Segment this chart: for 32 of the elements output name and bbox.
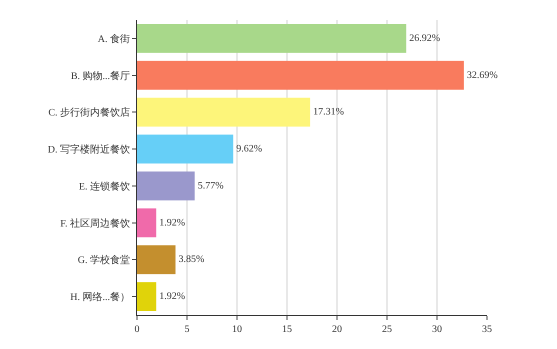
bar bbox=[137, 282, 156, 311]
y-tick-label: B. 购物...餐厅 bbox=[70, 70, 130, 82]
bar bbox=[137, 134, 234, 164]
x-tick-label: 25 bbox=[382, 324, 392, 335]
bar bbox=[137, 60, 464, 90]
bar bbox=[137, 24, 406, 53]
bar bbox=[137, 208, 156, 238]
y-tick-label: F. 社区周边餐饮 bbox=[60, 217, 130, 230]
data-label: 5.77% bbox=[198, 180, 224, 192]
data-label: 26.92% bbox=[409, 32, 440, 44]
data-label: 32.69% bbox=[466, 70, 498, 81]
x-tick-label: 30 bbox=[432, 324, 442, 335]
y-tick-label: A. 食街 bbox=[98, 32, 130, 45]
data-label: 1.92% bbox=[159, 217, 186, 228]
y-tick-label: H. 网络...餐） bbox=[70, 291, 130, 304]
data-label: 17.31% bbox=[313, 106, 344, 118]
data-label: 1.92% bbox=[159, 291, 186, 302]
bar bbox=[137, 172, 195, 200]
y-tick-label: C. 步行街内餐饮店 bbox=[48, 106, 130, 119]
x-tick-label: 35 bbox=[482, 324, 492, 335]
x-tick-label: 10 bbox=[232, 324, 242, 335]
x-tick-label: 15 bbox=[282, 324, 292, 335]
y-tick-label: D. 写字楼附近餐饮 bbox=[48, 144, 130, 156]
data-label: 9.62% bbox=[236, 144, 262, 155]
data-label: 3.85% bbox=[178, 254, 204, 266]
bar bbox=[137, 98, 310, 127]
y-tick-label: G. 学校食堂 bbox=[78, 254, 130, 266]
x-tick-label: 0 bbox=[134, 324, 140, 335]
x-tick-label: 20 bbox=[332, 324, 342, 335]
x-tick-label: 5 bbox=[184, 324, 190, 335]
bar bbox=[137, 245, 176, 274]
y-tick-label: E. 连锁餐饮 bbox=[78, 180, 130, 192]
